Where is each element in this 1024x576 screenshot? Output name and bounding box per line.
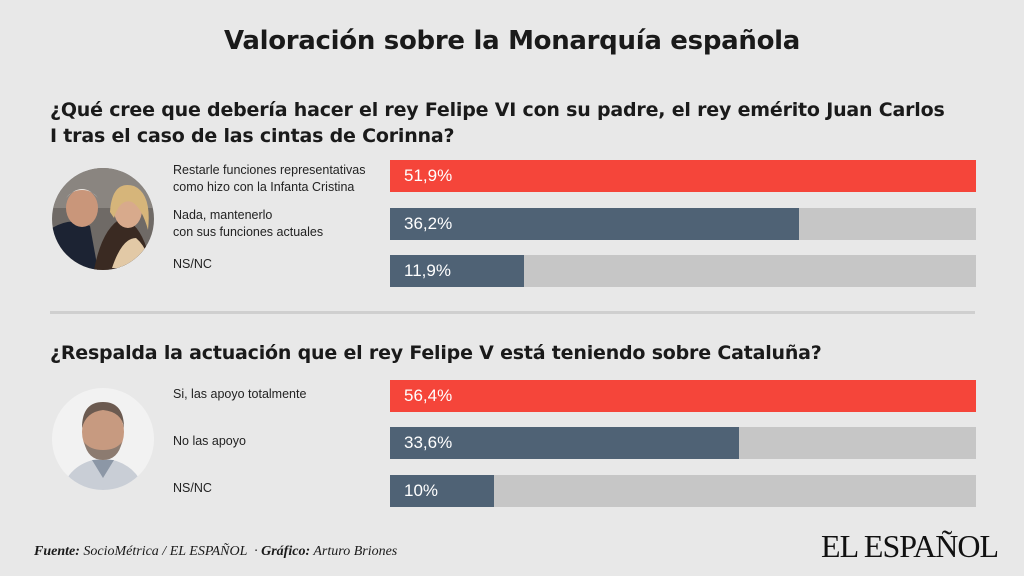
q2-value-si: 56,4% [404,386,453,405]
q2-label-nsnc: NS/NC [173,481,212,495]
q1-bar-nsnc [390,255,525,287]
q1-bar-track-1: 51,9% [390,160,976,192]
q1-bar-nada [390,208,799,240]
q2-bar-nsnc [390,475,494,507]
q2-bar-no [390,427,740,459]
q1-value-nsnc: 11,9% [404,261,451,280]
q2-bar-track-3: 10% [390,475,976,507]
q2-bar-track-1: 56,4% [390,380,976,412]
footer-separator: · [254,544,258,559]
chart-title: Valoración sobre la Monarquía española [223,26,801,56]
photo-juan-carlos-and-corinna [52,168,154,270]
source-label: Fuente: [34,544,80,559]
section-divider [50,311,975,314]
footer-credits: Fuente: SocioMétrica / EL ESPAÑOL · Gráf… [34,544,397,560]
source-text: SocioMétrica / EL ESPAÑOL [83,544,248,559]
graphic-text: Arturo Briones [313,544,398,559]
question-1-title: ¿Qué cree que debería hacer el rey Felip… [50,99,945,147]
question-2-title: ¿Respalda la actuación que el rey Felipe… [50,342,822,364]
graphic-label: Gráfico: [261,544,311,559]
q1-bar-track-2: 36,2% [390,208,976,240]
q1-label-restarle: Restarle funciones representativas como … [173,163,366,194]
q1-label-nada: Nada, mantenerlo con sus funciones actua… [173,208,324,239]
q1-bar-restarle [390,160,976,192]
q2-bar-si [390,380,976,412]
el-espanol-logo: EL ESPAÑOL [821,528,999,564]
q2-label-si: Si, las apoyo totalmente [173,387,307,401]
q1-label-nsnc: NS/NC [173,257,212,271]
q1-value-restarle: 51,9% [404,166,453,185]
q1-bar-track-3: 11,9% [390,255,976,287]
q1-value-nada: 36,2% [404,214,453,233]
q2-value-nsnc: 10% [404,481,439,500]
photo-felipe-vi [52,388,154,490]
q2-value-no: 33,6% [404,433,453,452]
q2-label-no: No las apoyo [173,434,246,448]
q2-bar-track-2: 33,6% [390,427,976,459]
